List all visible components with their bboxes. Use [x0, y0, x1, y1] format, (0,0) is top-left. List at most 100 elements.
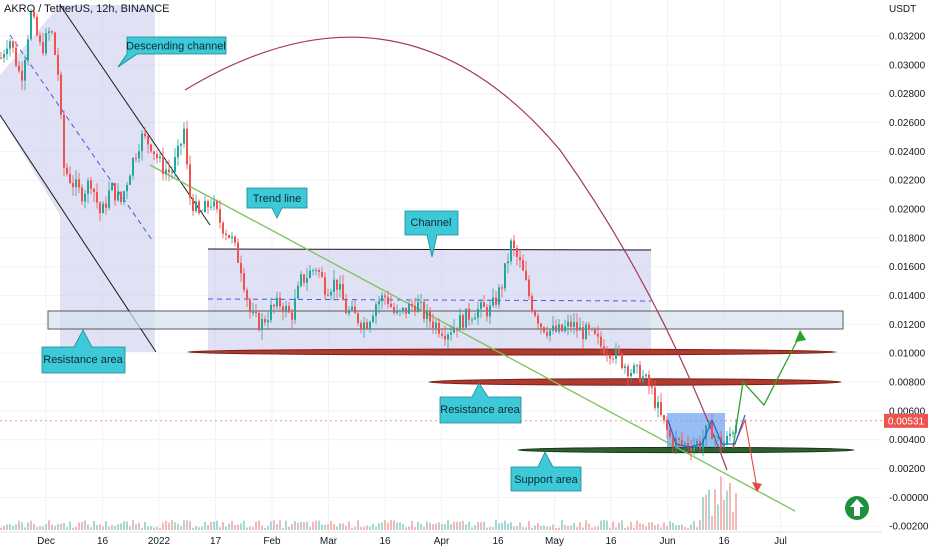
volume-bar — [396, 522, 398, 530]
volume-bar — [567, 526, 569, 530]
candle-body — [708, 421, 710, 426]
candle-body — [327, 294, 329, 296]
candle-body — [30, 11, 32, 40]
volume-bar — [432, 524, 434, 530]
candle-body — [528, 279, 530, 297]
candle-body — [180, 143, 182, 146]
candle-body — [663, 415, 665, 421]
candle-body — [240, 262, 242, 274]
candle-body — [63, 114, 65, 168]
candle-body — [126, 184, 128, 192]
candle-body — [507, 261, 509, 264]
candle-body — [120, 191, 122, 202]
volume-bar — [558, 527, 560, 530]
candle-body — [645, 374, 647, 377]
callout-resistance-area-left-label: Resistance area — [43, 354, 123, 366]
volume-bar — [354, 526, 356, 530]
candle-body — [687, 442, 689, 448]
candle-body — [147, 136, 149, 145]
x-tick-label: 17 — [210, 536, 222, 547]
candle-body — [375, 304, 377, 316]
candle-body — [18, 65, 20, 72]
volume-bar — [282, 527, 284, 530]
volume-bar — [459, 521, 461, 530]
volume-bar — [657, 524, 659, 530]
candle-body — [276, 297, 278, 307]
resistance-line-2 — [428, 378, 842, 386]
y-tick-label: 0.01200 — [889, 320, 926, 331]
candle-body — [111, 183, 113, 191]
volume-bar — [318, 520, 320, 530]
volume-bar — [81, 522, 83, 530]
candle-body — [606, 354, 608, 356]
candle-body — [105, 203, 107, 208]
candle-body — [135, 157, 137, 159]
last-price-tag: 0.00531 — [884, 413, 928, 428]
candle-body — [540, 323, 542, 328]
candle-body — [261, 319, 263, 331]
volume-bar — [123, 521, 125, 530]
candle-body — [666, 420, 668, 430]
volume-bar — [144, 521, 146, 530]
volume-bar — [531, 527, 533, 530]
volume-bar — [87, 524, 89, 530]
volume-bar — [381, 522, 383, 530]
volume-bar — [201, 526, 203, 530]
candle-body — [300, 274, 302, 286]
candle-body — [405, 307, 407, 314]
candle-body — [576, 322, 578, 331]
price-axis[interactable]: 0.03200 0.03000 0.02800 0.02600 0.02400 0.022… — [889, 32, 929, 533]
candle-body — [471, 319, 473, 321]
candle-body — [402, 307, 404, 311]
scroll-up-icon[interactable] — [845, 496, 869, 520]
volume-bar — [108, 526, 110, 530]
descending-channel-mid — [9, 34, 153, 241]
volume-bar — [624, 527, 626, 530]
volume-bar — [6, 524, 8, 530]
time-axis[interactable]: Dec 16 2022 17 Feb Mar 16 Apr 16 May 16 Jun 16 Jul — [37, 536, 787, 547]
volume-bar — [189, 521, 191, 530]
candle-body — [231, 236, 233, 238]
candle-body — [435, 322, 437, 328]
y-tick-label: 0.01400 — [889, 291, 926, 302]
volume-bar — [240, 523, 242, 530]
volume-bar — [549, 526, 551, 530]
candle-body — [186, 128, 188, 165]
volume-bar — [129, 526, 131, 530]
candle-body — [351, 306, 353, 310]
candle-body — [525, 270, 527, 280]
x-tick-label: Jul — [774, 536, 787, 547]
volume-bar — [210, 522, 212, 530]
volume-bar — [498, 523, 500, 530]
volume-bar — [534, 525, 536, 530]
candle-body — [339, 284, 341, 290]
volume-bar — [699, 520, 701, 530]
candle-body — [102, 203, 104, 214]
candle-body — [183, 128, 185, 144]
candle-body — [585, 324, 587, 340]
candle-body — [75, 179, 77, 188]
volume-bar — [21, 522, 23, 530]
projection-up — [732, 334, 801, 449]
volume-bar — [633, 527, 635, 530]
volume-bar — [519, 522, 521, 530]
candle-body — [282, 306, 284, 313]
candle-body — [123, 191, 125, 202]
volume-bar — [132, 520, 134, 530]
candle-body — [615, 348, 617, 359]
candle-body — [702, 439, 704, 449]
volume-bar — [24, 527, 26, 530]
x-tick-label: May — [545, 536, 564, 547]
candle-body — [450, 332, 452, 335]
volume-bar — [207, 525, 209, 530]
candle-body — [330, 291, 332, 296]
volume-bar — [375, 526, 377, 530]
volume-bar — [75, 526, 77, 530]
time-axis-bg — [0, 532, 932, 550]
candle-body — [153, 151, 155, 155]
candle-body — [162, 156, 164, 174]
y-tick-label: 0.02600 — [889, 118, 926, 129]
volume-bar — [612, 521, 614, 530]
volume-bar — [162, 522, 164, 530]
